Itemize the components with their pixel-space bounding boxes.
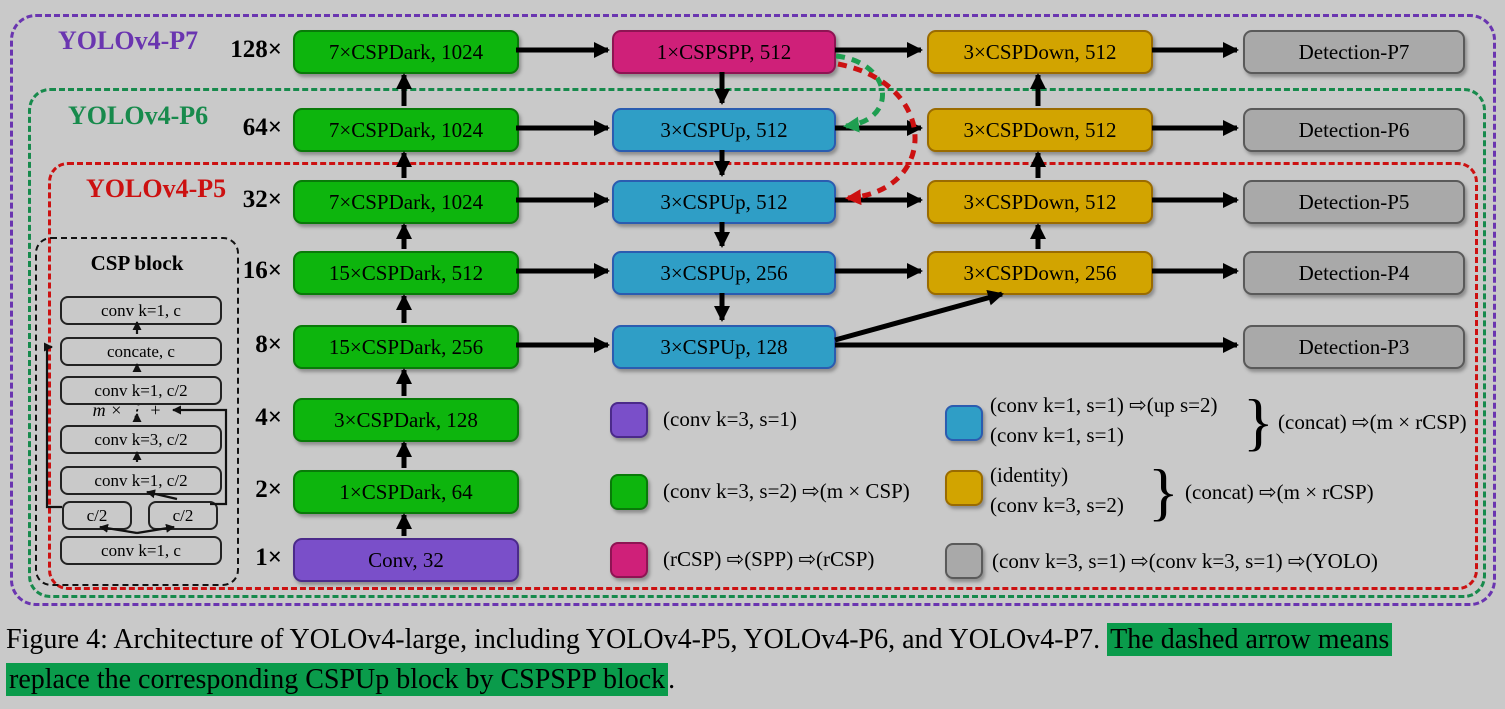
cspspp-block: 1×CSPSPP, 512 — [612, 30, 836, 74]
backbone-block-row7: 1×CSPDark, 64 — [293, 470, 519, 514]
scale-4x: 4× — [255, 404, 282, 431]
legend-green-swatch — [610, 474, 648, 510]
csp-conv-half-upper: conv k=1, c/2 — [60, 376, 222, 405]
yolov4-p6-frame — [28, 88, 1486, 598]
scale-32x: 32× — [242, 186, 282, 213]
yolov4-p7-frame — [10, 14, 1496, 606]
scale-8x: 8× — [255, 331, 282, 358]
scale-128x: 128× — [230, 36, 282, 63]
legend-magenta-swatch — [610, 542, 648, 578]
label-yolov4-p7: YOLOv4-P7 — [58, 26, 199, 55]
legend-blue-brace: } — [1243, 386, 1274, 457]
scale-16x: 16× — [242, 257, 282, 284]
scale-1x: 1× — [255, 544, 282, 571]
legend-grey-text: (conv k=3, s=1) ⇨(conv k=3, s=1) ⇨(YOLO) — [992, 549, 1378, 573]
backbone-block-row3: 7×CSPDark, 1024 — [293, 180, 519, 224]
caption-line2: replace the corresponding CSPUp block by… — [6, 660, 1503, 700]
label-yolov4-p6: YOLOv4-P6 — [68, 101, 209, 130]
legend-blue-swatch — [945, 405, 983, 441]
legend-magenta-text: (rCSP) ⇨(SPP) ⇨(rCSP) — [663, 547, 875, 571]
csp-conv-k3: conv k=3, c/2 — [60, 425, 222, 454]
cspup-block-p5: 3×CSPUp, 512 — [612, 180, 836, 224]
backbone-block-row1: 7×CSPDark, 1024 — [293, 30, 519, 74]
csp-loop-label: m × ⋮ + — [92, 400, 162, 420]
csp-block-panel: CSP block conv k=1, c concate, c conv k=… — [35, 237, 239, 586]
stem-conv-block: Conv, 32 — [293, 538, 519, 582]
legend-purple-text: (conv k=3, s=1) — [663, 407, 797, 431]
legend-gold-line1: (identity) — [990, 463, 1069, 487]
detection-p5: Detection-P5 — [1243, 180, 1465, 224]
label-yolov4-p5: YOLOv4-P5 — [86, 174, 227, 203]
csp-conv-bottom: conv k=1, c — [60, 536, 222, 565]
legend-green-text: (conv k=3, s=2) ⇨(m × CSP) — [663, 479, 910, 503]
detection-p7: Detection-P7 — [1243, 30, 1465, 74]
legend-gold-line2: (conv k=3, s=2) — [990, 493, 1124, 517]
cspdown-block-p7: 3×CSPDown, 512 — [927, 30, 1153, 74]
caption-highlight-part1: The dashed arrow means — [1107, 623, 1393, 656]
csp-block-title: CSP block — [90, 251, 184, 275]
cspdown-block-p4: 3×CSPDown, 256 — [927, 251, 1153, 295]
scale-64x: 64× — [242, 114, 282, 141]
legend-blue-line1: (conv k=1, s=1) ⇨(up s=2) — [990, 393, 1218, 417]
legend-blue-line2: (conv k=1, s=1) — [990, 423, 1124, 447]
csp-conv-top: conv k=1, c — [60, 296, 222, 325]
detection-p4: Detection-P4 — [1243, 251, 1465, 295]
caption-line1: Figure 4: Architecture of YOLOv4-large, … — [6, 620, 1503, 660]
detection-p6: Detection-P6 — [1243, 108, 1465, 152]
cspup-block-p6: 3×CSPUp, 512 — [612, 108, 836, 152]
csp-split-right: c/2 — [148, 501, 218, 530]
legend-gold-swatch — [945, 470, 983, 506]
legend-purple-swatch — [610, 402, 648, 438]
detection-p3: Detection-P3 — [1243, 325, 1465, 369]
legend-blue-result: (concat) ⇨(m × rCSP) — [1278, 410, 1467, 434]
backbone-block-row4: 15×CSPDark, 512 — [293, 251, 519, 295]
caption-highlight-part2: replace the corresponding CSPUp block by… — [6, 663, 669, 696]
backbone-block-row2: 7×CSPDark, 1024 — [293, 108, 519, 152]
legend-gold-result: (concat) ⇨(m × rCSP) — [1185, 480, 1374, 504]
csp-split-left: c/2 — [62, 501, 132, 530]
caption-text: Figure 4: Architecture of YOLOv4-large, … — [6, 624, 1108, 655]
backbone-block-row6: 3×CSPDark, 128 — [293, 398, 519, 442]
cspup-block-p4: 3×CSPUp, 256 — [612, 251, 836, 295]
legend-gold-brace: } — [1148, 456, 1179, 527]
scale-2x: 2× — [255, 476, 282, 503]
yolov4-p5-frame — [48, 162, 1478, 590]
cspup-block-p3: 3×CSPUp, 128 — [612, 325, 836, 369]
csp-concat: concate, c — [60, 337, 222, 366]
legend-grey-swatch — [945, 543, 983, 579]
csp-conv-half-lower: conv k=1, c/2 — [60, 466, 222, 495]
backbone-block-row5: 15×CSPDark, 256 — [293, 325, 519, 369]
architecture-diagram: YOLOv4-P7 YOLOv4-P6 YOLOv4-P5 128× 64× 3… — [10, 14, 1496, 606]
figure-caption: Figure 4: Architecture of YOLOv4-large, … — [6, 620, 1503, 700]
cspdown-block-p6: 3×CSPDown, 512 — [927, 108, 1153, 152]
cspdown-block-p5: 3×CSPDown, 512 — [927, 180, 1153, 224]
caption-period: . — [668, 664, 676, 695]
